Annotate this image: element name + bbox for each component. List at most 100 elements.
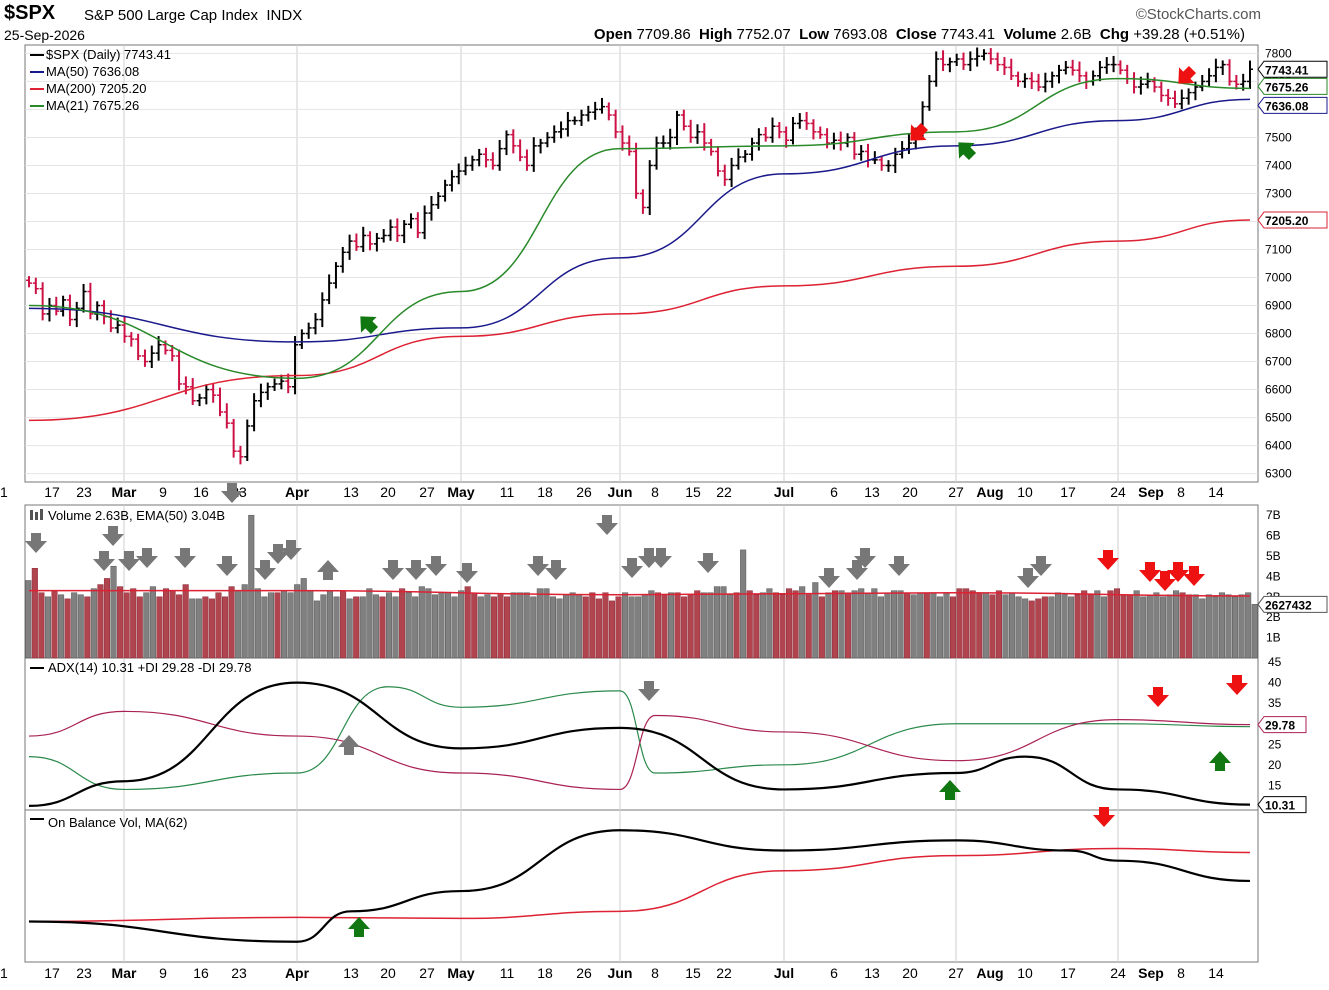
volume-bar [1192,594,1199,659]
gray-arrow-icon [338,735,360,755]
price-bar [762,127,769,142]
value-tag-text: 7743.41 [1265,63,1309,77]
price-bar [278,374,285,390]
x-tick-label: 10 [1017,965,1033,981]
x-tick-label: 21 [0,484,8,500]
price-bar [789,116,796,145]
volume-bar [1068,596,1075,659]
volume-bar [366,588,373,659]
volume-bar [950,596,957,659]
green-arrow-icon [1209,751,1231,771]
volume-bar [1035,598,1042,659]
volume-bar [31,567,38,659]
volume-bar [274,592,281,659]
volume-bar [884,592,891,659]
x-tick-label: 9 [159,484,167,500]
price-bar [339,246,346,273]
gray-arrow-icon [267,544,289,564]
price-bar [933,51,940,87]
price-bar [1117,60,1124,75]
price-bar [564,111,571,137]
volume-bar [1081,590,1088,659]
volume-bar [379,596,386,659]
price-tick-label: 6700 [1265,355,1292,369]
price-bar [135,333,142,361]
x-tick-label: Jul [774,965,794,981]
volume-bar [1107,590,1114,659]
volume-bar [149,586,156,659]
x-tick-label: 27 [948,484,964,500]
volume-ema-line [28,589,1251,597]
volume-bar [589,592,596,659]
price-bar [401,220,408,244]
price-bar [380,229,387,243]
x-tick-label: 16 [193,484,209,500]
volume-bar [510,592,517,659]
x-tick-label: 11 [500,484,515,500]
price-bar [1069,59,1076,76]
price-bar [694,124,701,144]
volume-bar [995,590,1002,659]
gray-arrow-icon [638,548,660,568]
adx-legend-text: ADX(14) 10.31 +DI 29.28 -DI 29.78 [48,660,251,675]
price-bar [523,149,530,171]
volume-bar [58,594,65,659]
price-bar [1171,90,1178,109]
x-tick-label: 20 [902,484,918,500]
volume-bar [530,596,537,659]
volume-bar [1186,594,1193,659]
price-bar [660,135,667,149]
volume-bar [117,586,124,659]
volume-bar [490,596,497,659]
volume-bar [661,594,668,659]
price-bar [953,53,960,67]
volume-bar [504,596,511,659]
volume-bar [667,592,675,659]
volume-bar [458,590,465,659]
gray-arrow-icon [405,560,427,580]
obv-line [28,829,1251,943]
chart-date: 25-Sep-2026 [4,27,85,43]
obv-ma-line [28,847,1251,923]
price-bar [360,226,367,253]
volume-bar [1179,592,1186,659]
red-arrow-icon [1226,675,1248,695]
high-label: High [699,26,733,43]
volume-bar [982,592,989,659]
volume-bar [1146,594,1153,659]
price-bar [721,164,728,186]
price-bar [639,189,646,214]
price-legend: $SPX (Daily) 7743.41 MA(50) 7636.08 MA(200… [30,47,171,113]
volume-bar [418,586,425,659]
volume-bar [340,590,347,659]
volume-bar [90,588,97,659]
price-bar [865,143,872,168]
legend-entry: $SPX (Daily) 7743.41 [46,47,171,62]
volume-tick-label: 6B [1266,529,1281,543]
price-bar [73,301,80,328]
red-arrow-icon [1139,562,1161,582]
price-bar [837,131,844,151]
price-bar [517,139,524,162]
gray-arrow-icon [174,548,196,568]
volume-bar [700,592,707,659]
x-tick-label: 27 [419,484,435,500]
price-bar [824,128,831,149]
price-value-tag: 7675.26 [1257,77,1328,95]
volume-bar [38,592,45,659]
green-arrow-icon [939,780,961,800]
price-bar [121,316,128,343]
price-bar [551,125,558,143]
gray-arrow-icon [527,556,549,576]
price-bar [257,383,264,408]
volume-bar [64,598,71,659]
price-bar [264,382,271,400]
volume-legend: Volume 2.63B, EMA(50) 3.04B [30,508,225,523]
gray-arrow-icon [118,551,140,571]
red-arrow-icon [1093,807,1115,827]
ma21-line [28,77,1251,380]
price-bar [346,234,353,260]
volume-bar [84,596,91,659]
symbol: $SPX [4,2,56,24]
price-bar [810,119,817,140]
